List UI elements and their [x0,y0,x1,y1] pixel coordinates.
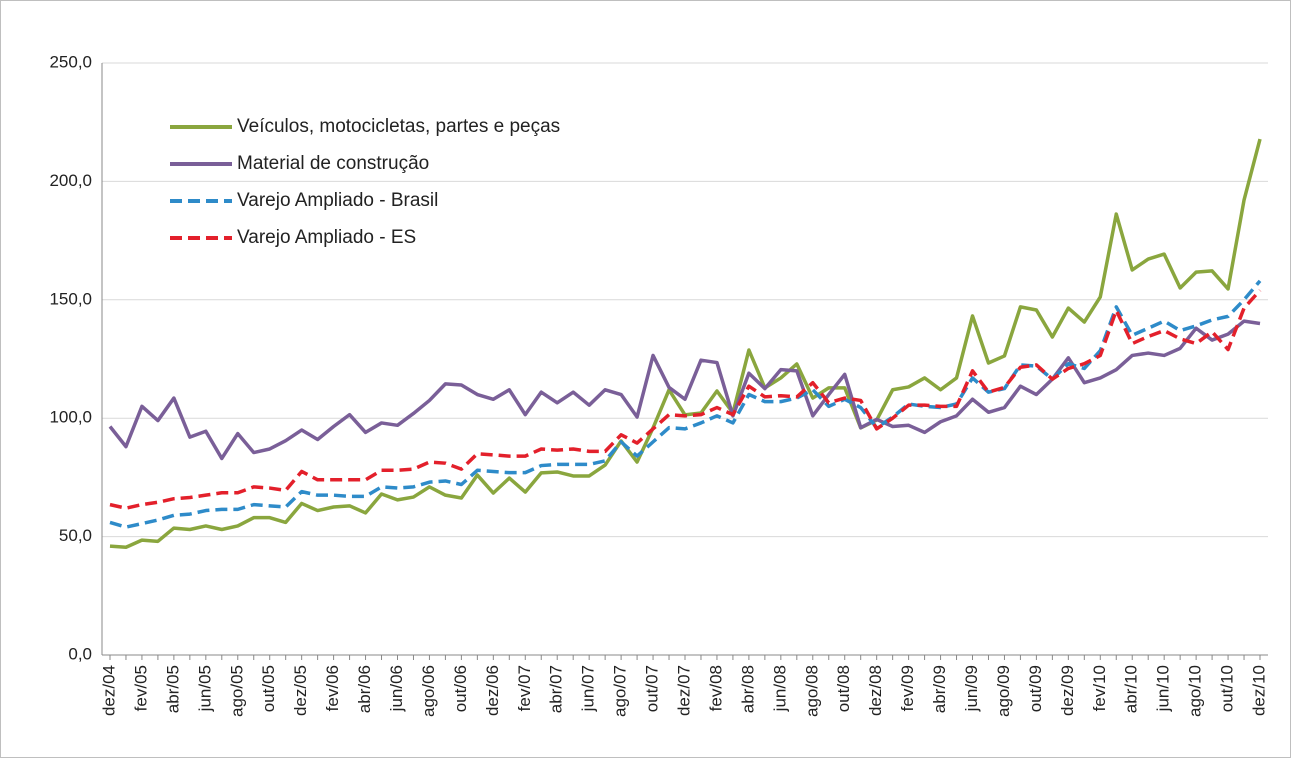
x-tick-label: jun/05 [195,665,214,712]
x-tick-label: fev/10 [1090,665,1109,711]
y-tick-label: 200,0 [49,171,92,190]
x-tick-label: fev/07 [515,665,534,711]
x-tick-label: jun/09 [962,665,981,712]
x-tick-label: abr/08 [738,665,757,713]
x-tick-label: ago/05 [227,665,246,717]
x-tick-label: ago/07 [611,665,630,717]
x-tick-label: out/07 [643,665,662,712]
x-tick-label: fev/05 [131,665,150,711]
x-tick-label: dez/09 [1058,665,1077,716]
x-tick-label: jun/07 [579,665,598,712]
legend-label: Material de construção [237,153,429,174]
series-line [109,289,1262,510]
y-tick-label: 100,0 [49,408,92,427]
x-tick-label: dez/05 [291,665,310,716]
x-tick-label: abr/06 [355,665,374,713]
x-tick-label: fev/09 [898,665,917,711]
x-tick-label: abr/07 [547,665,566,713]
x-tick-label: abr/09 [930,665,949,713]
x-tick-label: ago/10 [1186,665,1205,717]
x-tick-label: jun/10 [1154,665,1173,712]
legend-label: Veículos, motocicletas, partes e peças [237,116,560,137]
x-tick-label: fev/06 [323,665,342,711]
x-tick-label: out/05 [259,665,278,712]
x-tick-label: dez/04 [99,665,118,716]
x-tick-label: jun/06 [387,665,406,712]
x-tick-label: ago/06 [419,665,438,717]
y-tick-label: 0,0 [68,644,92,663]
x-tick-label: dez/07 [674,665,693,716]
x-tick-label: abr/05 [163,665,182,713]
y-tick-label: 50,0 [59,526,92,545]
x-tick-label: ago/09 [994,665,1013,717]
x-tick-label: dez/06 [483,665,502,716]
x-tick-label: out/09 [1026,665,1045,712]
series-line [109,279,1262,529]
x-tick-label: fev/08 [706,665,725,711]
x-tick-label: jun/08 [770,665,789,712]
y-tick-label: 250,0 [49,52,92,71]
x-tick-label: out/08 [834,665,853,712]
x-tick-label: dez/10 [1249,665,1268,716]
series-line [108,319,1261,461]
x-tick-label: out/10 [1218,665,1237,712]
legend-label: Varejo Ampliado - ES [237,227,416,248]
x-tick-label: dez/08 [866,665,885,716]
y-tick-label: 150,0 [49,289,92,308]
x-tick-label: abr/10 [1122,665,1141,713]
x-tick-label: out/06 [451,665,470,712]
x-tick-label: ago/08 [802,665,821,717]
legend-label: Varejo Ampliado - Brasil [237,190,438,211]
